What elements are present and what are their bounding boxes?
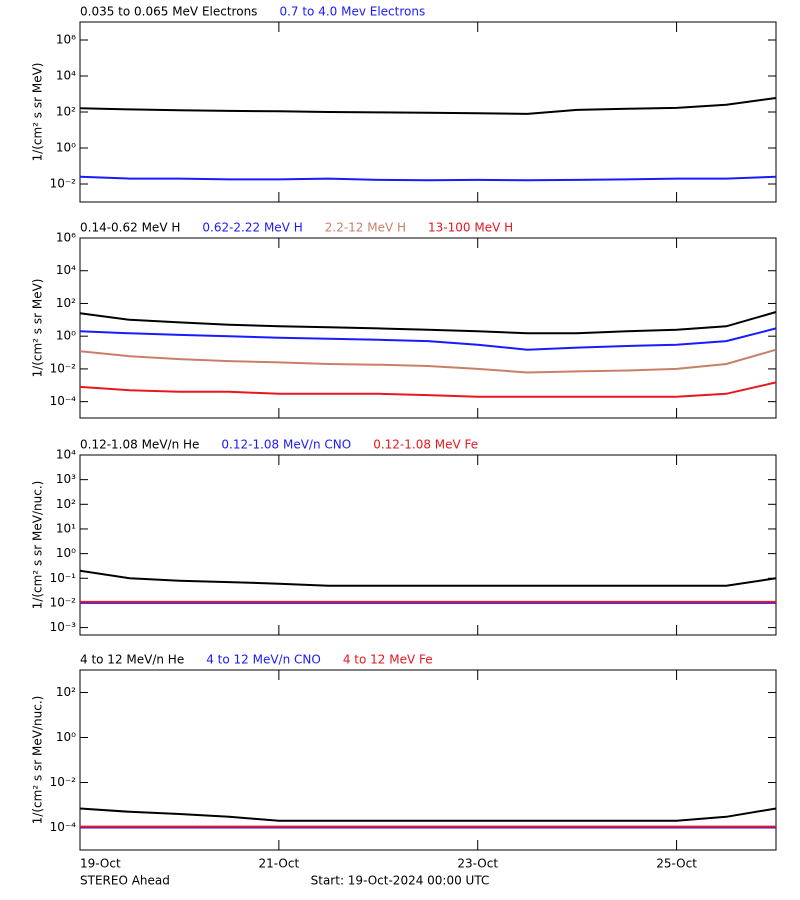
x-tick-label: 21-Oct — [259, 857, 300, 871]
legend-entry: 0.14-0.62 MeV H — [80, 221, 180, 235]
y-tick-label: 10⁰ — [56, 141, 76, 155]
y-tick-label: 10⁻³ — [50, 620, 77, 634]
plot-frame — [79, 454, 777, 636]
y-tick-label: 10⁰ — [56, 546, 76, 560]
series-line — [79, 327, 777, 351]
x-tick-label: 23-Oct — [457, 857, 498, 871]
y-tick-label: 10⁴ — [56, 448, 76, 462]
y-tick-label: 10³ — [56, 472, 76, 486]
y-tick-label: 10⁻⁴ — [50, 820, 77, 834]
y-tick-label: 10⁰ — [56, 730, 76, 744]
y-tick-label: 10⁻² — [50, 595, 77, 609]
y-tick-label: 10⁻⁴ — [50, 394, 77, 408]
legend-entry: 0.12-1.08 MeV/n He — [80, 438, 199, 452]
legend-entry: 4 to 12 MeV/n CNO — [206, 653, 321, 667]
legend-entry: 0.12-1.08 MeV Fe — [373, 438, 478, 452]
y-tick-label: 10² — [56, 105, 76, 119]
y-tick-label: 10⁶ — [56, 33, 76, 47]
legend-entry: 0.12-1.08 MeV/n CNO — [221, 438, 351, 452]
series-line — [79, 807, 777, 822]
y-tick-label: 10² — [56, 296, 76, 310]
y-tick-label: 10⁶ — [56, 231, 76, 245]
series-line — [79, 381, 777, 398]
y-tick-label: 10⁴ — [56, 263, 76, 277]
legend-entry: 2.2-12 MeV H — [325, 221, 406, 235]
footer-left: STEREO Ahead — [80, 874, 170, 888]
y-axis-label: 1/(cm² s sr MeV) — [31, 279, 45, 378]
legend-entry: 0.035 to 0.065 MeV Electrons — [80, 5, 257, 19]
legend-entry: 4 to 12 MeV/n He — [80, 653, 184, 667]
y-tick-label: 10⁻² — [50, 177, 77, 191]
footer-center: Start: 19-Oct-2024 00:00 UTC — [311, 874, 490, 888]
y-tick-label: 10⁻¹ — [50, 571, 77, 585]
legend-entry: 0.62-2.22 MeV H — [202, 221, 302, 235]
y-axis-label: 1/(cm² s sr MeV/nuc.) — [31, 696, 45, 825]
x-tick-label: 19-Oct — [80, 857, 121, 871]
legend-entry: 0.7 to 4.0 Mev Electrons — [279, 5, 425, 19]
y-tick-label: 10¹ — [56, 521, 76, 535]
y-tick-label: 10⁰ — [56, 329, 76, 343]
x-tick-label: 25-Oct — [656, 857, 697, 871]
plot-frame — [79, 669, 777, 851]
y-tick-label: 10² — [56, 497, 76, 511]
series-line — [79, 311, 777, 335]
series-line — [79, 569, 777, 587]
y-axis-label: 1/(cm² s sr MeV) — [31, 63, 45, 162]
legend-entry: 13-100 MeV H — [428, 221, 513, 235]
y-tick-label: 10⁴ — [56, 69, 76, 83]
series-line — [79, 175, 777, 182]
series-line — [79, 97, 777, 115]
series-line — [79, 348, 777, 374]
y-axis-label: 1/(cm² s sr MeV/nuc.) — [31, 481, 45, 610]
plot-frame — [79, 237, 777, 419]
y-tick-label: 10⁻² — [50, 775, 77, 789]
legend-entry: 4 to 12 MeV Fe — [343, 653, 433, 667]
y-tick-label: 10² — [56, 685, 76, 699]
y-tick-label: 10⁻² — [50, 361, 77, 375]
